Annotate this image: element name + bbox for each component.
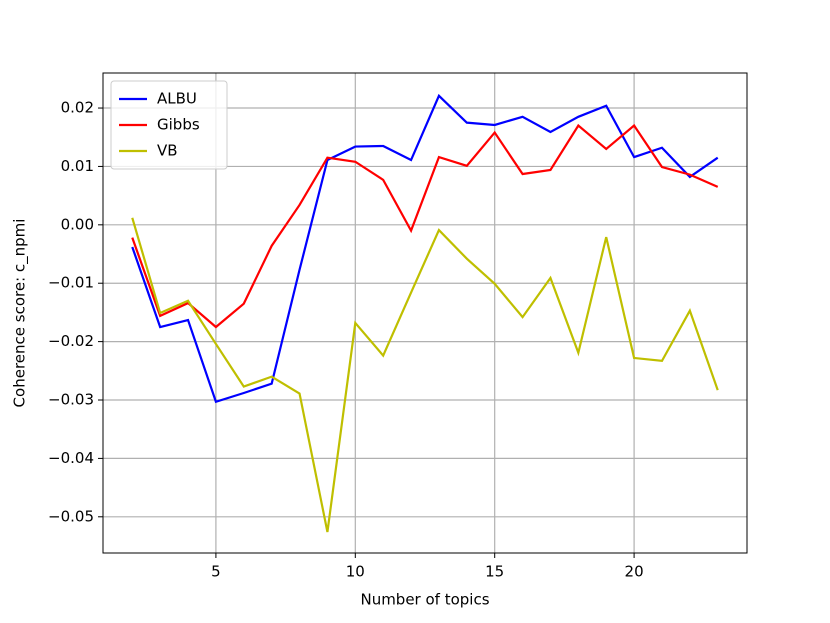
y-tick-label: −0.04 xyxy=(48,449,94,467)
x-tick-label: 20 xyxy=(625,563,644,581)
y-tick-label: 0.00 xyxy=(61,215,94,233)
y-tick-label: 0.01 xyxy=(61,157,94,175)
legend: ALBU Gibbs VB xyxy=(110,80,228,170)
series-line xyxy=(131,217,719,533)
legend-label: ALBU xyxy=(157,90,197,108)
y-tick-label: −0.02 xyxy=(48,332,94,350)
series-line xyxy=(131,123,719,329)
plot-frame xyxy=(102,72,748,554)
legend-box xyxy=(110,80,228,170)
y-axis-label: Coherence score: c_npmi xyxy=(11,219,30,408)
x-tick-label: 5 xyxy=(211,563,221,581)
series-line xyxy=(131,93,719,404)
y-tick-label: −0.01 xyxy=(48,274,94,292)
x-tick-label: 10 xyxy=(346,563,365,581)
legend-label: Gibbs xyxy=(157,116,200,134)
y-tick-label: −0.05 xyxy=(48,507,94,525)
legend-label: VB xyxy=(157,142,178,160)
x-tick-label: 15 xyxy=(485,563,504,581)
y-tick-label: 0.02 xyxy=(61,99,94,117)
x-axis-label: Number of topics xyxy=(360,591,489,609)
y-tick-label: −0.03 xyxy=(48,391,94,409)
